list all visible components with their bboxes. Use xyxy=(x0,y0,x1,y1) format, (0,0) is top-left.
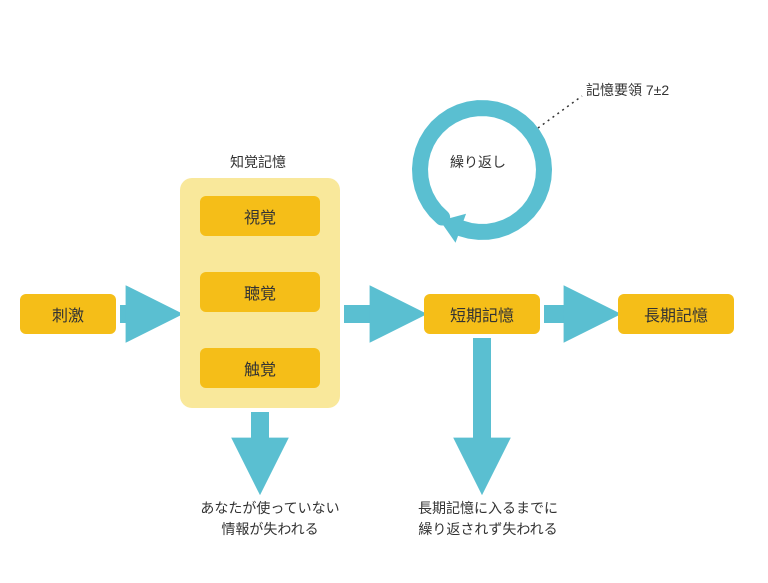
sensory-title-label: 知覚記憶 xyxy=(230,152,286,173)
auditory-box: 聴覚 xyxy=(200,272,320,312)
long-term-label: 長期記憶 xyxy=(644,302,708,326)
tactile-label: 触覚 xyxy=(244,356,276,380)
caption-right-line2: 繰り返されず失われる xyxy=(418,521,557,537)
stimulus-label: 刺激 xyxy=(52,302,84,326)
auditory-label: 聴覚 xyxy=(244,280,276,304)
loop-arc-group xyxy=(420,108,544,243)
stimulus-box: 刺激 xyxy=(20,294,116,334)
visual-box: 視覚 xyxy=(200,196,320,236)
short-term-label: 短期記憶 xyxy=(450,302,514,326)
caption-right: 長期記憶に入るまでに 繰り返されず失われる xyxy=(408,498,568,540)
short-term-box: 短期記憶 xyxy=(424,294,540,334)
long-term-box: 長期記憶 xyxy=(618,294,734,334)
loop-arc-arrowhead xyxy=(440,214,466,243)
dotted-connector-group xyxy=(538,96,582,128)
tactile-box: 触覚 xyxy=(200,348,320,388)
caption-left-line1: あなたが使っていない xyxy=(200,500,339,516)
dotted-connector xyxy=(538,96,582,128)
capacity-label: 記憶要領 7±2 xyxy=(586,80,669,101)
visual-label: 視覚 xyxy=(244,204,276,228)
caption-left-line2: 情報が失われる xyxy=(221,521,318,537)
repeat-label: 繰り返し xyxy=(450,152,506,173)
caption-right-line1: 長期記憶に入るまでに xyxy=(418,500,558,516)
caption-left: あなたが使っていない 情報が失われる xyxy=(190,498,350,540)
